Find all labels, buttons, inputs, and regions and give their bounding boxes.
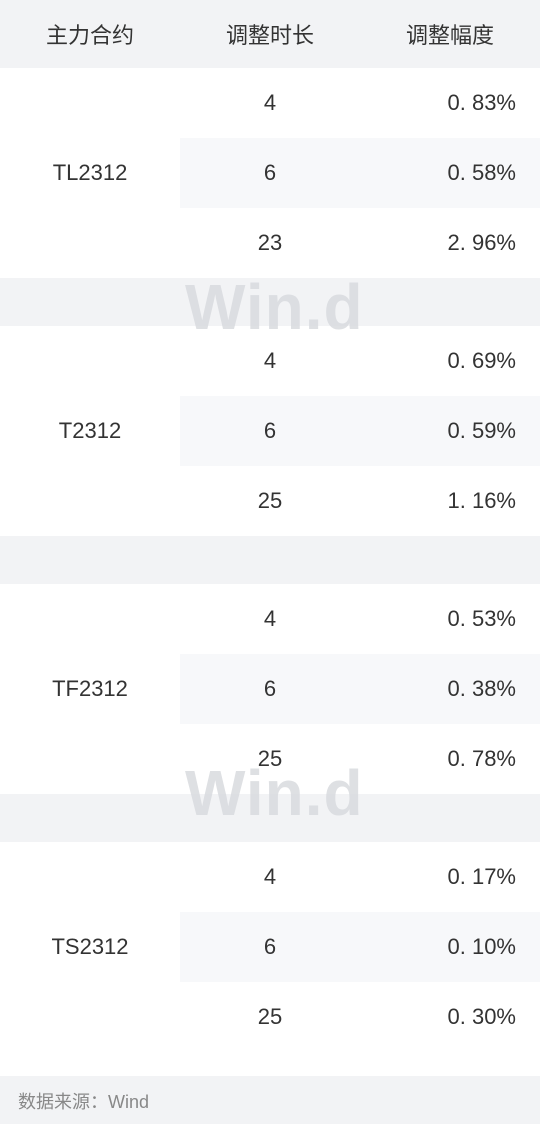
cell-magnitude: 0. 59% (360, 396, 540, 466)
col-header-magnitude: 调整幅度 (360, 0, 540, 68)
cell-duration: 4 (180, 68, 360, 138)
cell-magnitude: 0. 78% (360, 724, 540, 794)
cell-duration: 6 (180, 912, 360, 982)
cell-duration: 4 (180, 584, 360, 654)
cell-magnitude: 0. 83% (360, 68, 540, 138)
cell-contract: T2312 (0, 326, 180, 536)
table-row: TS2312 4 0. 17% (0, 842, 540, 912)
table-row: TF2312 4 0. 53% (0, 584, 540, 654)
cell-magnitude: 0. 30% (360, 982, 540, 1052)
cell-duration: 6 (180, 654, 360, 724)
cell-duration: 25 (180, 466, 360, 536)
data-table: 主力合约 调整时长 调整幅度 TL2312 4 0. 83% 6 0. 58% … (0, 0, 540, 1052)
cell-duration: 4 (180, 842, 360, 912)
group-gap (0, 794, 540, 842)
group-gap (0, 536, 540, 584)
cell-magnitude: 2. 96% (360, 208, 540, 278)
table-row: TL2312 4 0. 83% (0, 68, 540, 138)
cell-magnitude: 0. 38% (360, 654, 540, 724)
cell-duration: 23 (180, 208, 360, 278)
cell-magnitude: 0. 69% (360, 326, 540, 396)
group-gap (0, 278, 540, 326)
cell-duration: 6 (180, 396, 360, 466)
cell-duration: 25 (180, 724, 360, 794)
footer-source: 数据来源：Wind (0, 1076, 540, 1124)
col-header-duration: 调整时长 (180, 0, 360, 68)
cell-magnitude: 0. 17% (360, 842, 540, 912)
cell-duration: 25 (180, 982, 360, 1052)
col-header-contract: 主力合约 (0, 0, 180, 68)
table-row: T2312 4 0. 69% (0, 326, 540, 396)
table-header-row: 主力合约 调整时长 调整幅度 (0, 0, 540, 68)
cell-contract: TL2312 (0, 68, 180, 278)
cell-duration: 6 (180, 138, 360, 208)
cell-contract: TS2312 (0, 842, 180, 1052)
cell-magnitude: 1. 16% (360, 466, 540, 536)
cell-duration: 4 (180, 326, 360, 396)
cell-magnitude: 0. 58% (360, 138, 540, 208)
cell-magnitude: 0. 53% (360, 584, 540, 654)
cell-magnitude: 0. 10% (360, 912, 540, 982)
cell-contract: TF2312 (0, 584, 180, 794)
